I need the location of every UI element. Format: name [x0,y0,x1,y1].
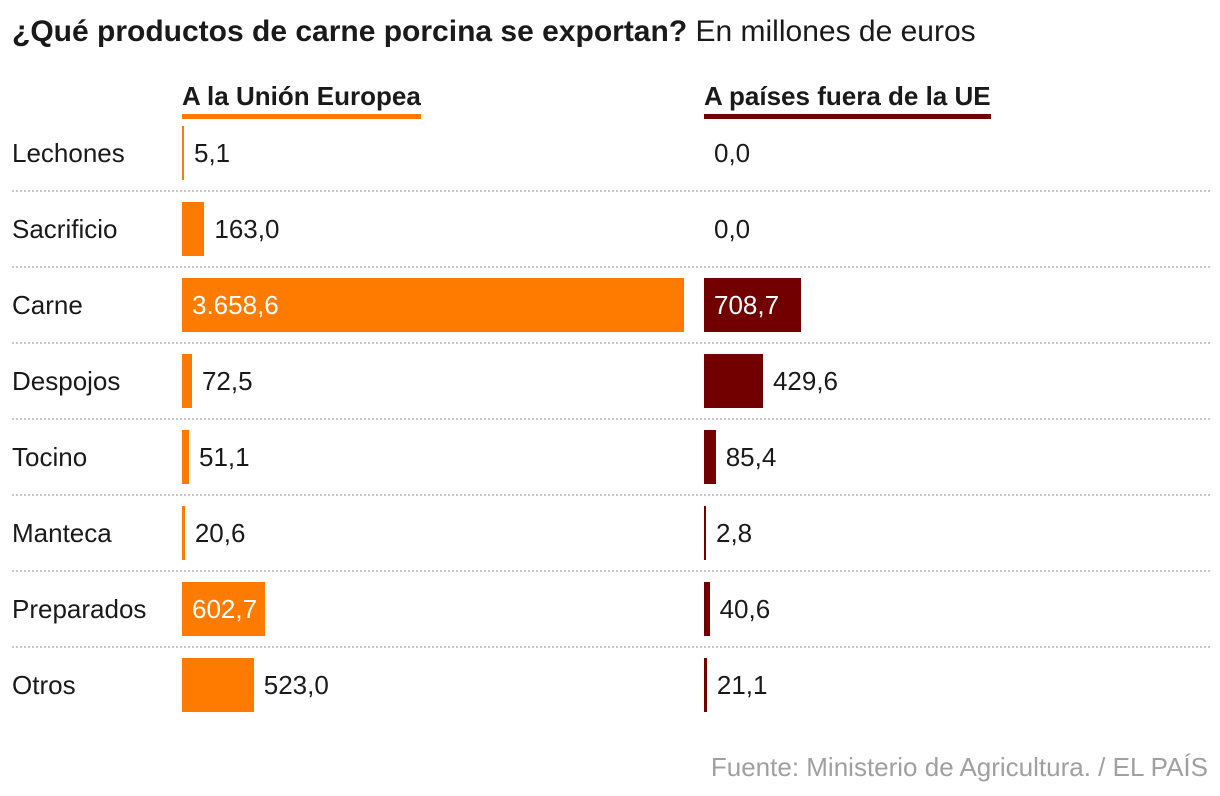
row-label-lechones: Lechones [12,138,125,168]
column-header-eu: A la Unión Europea [182,80,421,119]
bar-eu-carne [182,278,684,332]
row-separator [12,646,1210,648]
row-label-manteca: Manteca [12,518,112,548]
bar-eu-preparados [182,582,265,636]
row-label-preparados: Preparados [12,594,147,624]
bar-eu-otros [182,658,254,712]
row-separator [12,190,1210,192]
bar-eu-despojos [182,354,192,408]
value-label-eu-preparados: 602,7 [192,594,258,624]
row-label-despojos: Despojos [12,366,121,396]
value-label-eu-lechones: 5,1 [194,138,231,168]
bar-eu-manteca [182,506,185,560]
bar-eu-sacrificio [182,202,205,256]
bar-non-despojos [704,354,763,408]
value-label-eu-tocino: 51,1 [199,442,250,472]
bar-eu-tocino [182,430,189,484]
value-label-non-otros: 21,1 [716,670,768,700]
value-label-non-lechones: 0,0 [714,138,751,168]
bar-non-tocino [704,430,716,484]
source-note: Fuente: Ministerio de Agricultura. / EL … [710,752,1208,782]
value-label-eu-sacrificio: 163,0 [214,214,280,244]
row-separator [12,494,1210,496]
bar-non-manteca [704,506,706,560]
row-separator [12,570,1210,572]
bar-eu-lechones [182,126,184,180]
row-separator [12,418,1210,420]
value-label-non-preparados: 40,6 [719,594,771,624]
value-label-non-sacrificio: 0,0 [714,214,751,244]
chart-title-unit: En millones de euros [695,15,976,48]
value-label-eu-otros: 523,0 [263,670,329,700]
value-label-non-carne: 708,7 [714,290,780,320]
row-label-otros: Otros [12,670,76,700]
value-label-non-tocino: 85,4 [725,442,777,472]
bar-non-carne [704,278,802,332]
row-label-tocino: Tocino [12,442,88,472]
column-header-non-eu: A países fuera de la UE [704,80,991,119]
row-label-carne: Carne [12,290,83,320]
value-label-non-manteca: 2,8 [716,518,753,548]
bar-non-preparados [704,582,710,636]
row-separator [12,266,1210,268]
chart-title-main: ¿Qué productos de carne porcina se expor… [12,15,688,48]
row-label-sacrificio: Sacrificio [12,214,118,244]
bar-non-otros [704,658,707,712]
value-label-eu-carne: 3.658,6 [192,290,279,320]
value-label-eu-manteca: 20,6 [194,518,246,548]
value-label-eu-despojos: 72,5 [201,366,253,396]
row-separator [12,342,1210,344]
chart-title: ¿Qué productos de carne porcina se expor… [12,12,976,52]
value-label-non-despojos: 429,6 [772,366,839,396]
